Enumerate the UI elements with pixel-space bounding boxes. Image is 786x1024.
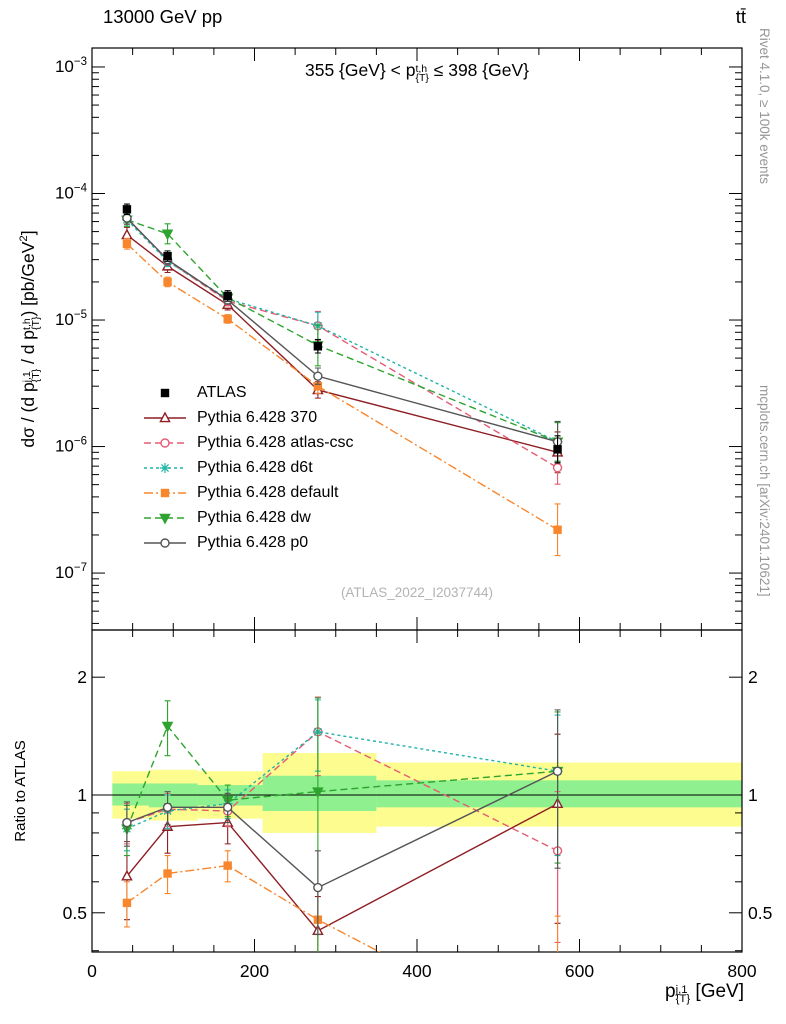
- legend-item-py370: Pythia 6.428 370: [142, 405, 354, 430]
- ylabel-sub2: {T}: [29, 316, 42, 330]
- legend-label: ATLAS: [197, 383, 247, 401]
- axes-ticks: 0 200 400 600 800 10−3 10−4 10−5 10−6 10−7 0.5 0.5 1…: [55, 48, 772, 981]
- xlabel-sub: {T}: [675, 993, 691, 1006]
- x-tick-label: 0: [87, 961, 97, 981]
- legend-item-dw: Pythia 6.428 dw: [142, 505, 354, 530]
- analysis-watermark: (ATLAS_2022_I2037744): [340, 585, 494, 600]
- x-axis-label: p j,1 {T} [GeV]: [492, 981, 744, 1006]
- legend-marker-ATLAS: [160, 388, 170, 397]
- ylabel-subsup-1: j,1 {T}: [21, 368, 42, 383]
- mcplots-credit-note: mcplots.cern.ch [arXiv:2401.10621]: [757, 385, 772, 597]
- ratio-uncertainty-bands: [112, 753, 742, 833]
- main-y-tick-label: 10−4: [55, 183, 88, 203]
- ratio-y-tick-label-left: 2: [77, 667, 87, 687]
- legend-item-d6t: Pythia 6.428 d6t: [142, 455, 354, 480]
- main-y-tick-label: 10−5: [55, 309, 87, 329]
- legend-marker-d6t: [144, 462, 186, 473]
- legend-item-atlas-csc: Pythia 6.428 atlas-csc: [142, 430, 354, 455]
- legend-item-p0: Pythia 6.428 p0: [142, 530, 354, 555]
- main-y-tick-label: 10−7: [55, 562, 87, 582]
- ratio-axis-label: Ratio to ATLAS: [12, 740, 29, 842]
- annotation-sup: t,h: [415, 63, 428, 76]
- legend-label: Pythia 6.428 d6t: [197, 458, 313, 476]
- main-series-ATLAS: [122, 203, 562, 464]
- annotation-post: ≤ 398 {GeV}: [428, 60, 529, 80]
- legend-item-ATLAS: ATLAS: [142, 380, 354, 405]
- legend-label: Pythia 6.428 p0: [197, 533, 309, 551]
- ylabel-exponent: 2: [18, 235, 31, 242]
- ratio-y-tick-label-right: 0.5: [748, 903, 772, 923]
- legend-marker-dw: [144, 513, 186, 524]
- xlabel-subsup: j,1 {T}: [675, 984, 691, 1006]
- beam-energy-title: 13000 GeV pp: [103, 6, 223, 27]
- legend: ATLAS Pythia 6.428 370 Pythia 6.428 atlas-…: [142, 380, 354, 555]
- ratio-series-dw: [121, 697, 564, 952]
- x-tick-label: 200: [240, 961, 269, 981]
- ratio-y-tick-label-right: 1: [748, 785, 758, 805]
- legend-label: Pythia 6.428 default: [197, 483, 339, 501]
- x-tick-label: 800: [727, 961, 756, 981]
- xlabel-part: [GeV]: [690, 981, 744, 1002]
- ylabel-part: ) [pb/GeV: [18, 241, 38, 317]
- ylabel-part: dσ / (d p: [18, 382, 38, 448]
- legend-label: Pythia 6.428 atlas-csc: [197, 433, 354, 451]
- legend-label: Pythia 6.428 370: [197, 408, 318, 426]
- x-tick-label: 600: [565, 961, 594, 981]
- legend-marker-py370: [144, 411, 186, 422]
- ratio-series-p0: [122, 709, 563, 936]
- ylabel-part: / d p: [18, 329, 38, 369]
- ylabel-part: ]: [18, 230, 38, 236]
- legend-label: Pythia 6.428 dw: [197, 508, 311, 526]
- annotation-sub: {T}: [415, 71, 429, 84]
- legend-marker-p0: [144, 537, 186, 548]
- ratio-y-tick-label-left: 1: [77, 785, 87, 805]
- legend-item-default: Pythia 6.428 default: [142, 480, 354, 505]
- xlabel-part: p: [664, 981, 676, 1002]
- process-title: tt̄: [735, 6, 746, 27]
- main-y-tick-label: 10−6: [55, 436, 87, 456]
- ylabel-sub1: {T}: [29, 368, 42, 383]
- main-y-tick-label: 10−3: [55, 56, 87, 76]
- y-axis-label: dσ / (d p j,1 {T} / d p t,h {T}) [pb/GeV2]: [18, 54, 44, 624]
- legend-marker-default: [144, 488, 186, 497]
- ratio-y-tick-label-left: 0.5: [63, 903, 87, 923]
- x-tick-label: 400: [402, 961, 431, 981]
- rivet-version-note: Rivet 4.1.0, ≥ 100k events: [757, 28, 772, 184]
- annotation-pre: 355 {GeV} < p: [305, 60, 416, 80]
- ylabel-subsup-2: t,h {T}: [21, 316, 42, 330]
- phase-space-annotation: 355 {GeV} < p t,h {T} ≤ 398 {GeV}: [92, 60, 742, 84]
- annotation-subsup: t,h {T}: [415, 63, 429, 84]
- ratio-y-tick-label-right: 2: [748, 667, 758, 687]
- legend-marker-atlas-csc: [144, 437, 186, 448]
- xlabel-sup: j,1: [675, 984, 688, 996]
